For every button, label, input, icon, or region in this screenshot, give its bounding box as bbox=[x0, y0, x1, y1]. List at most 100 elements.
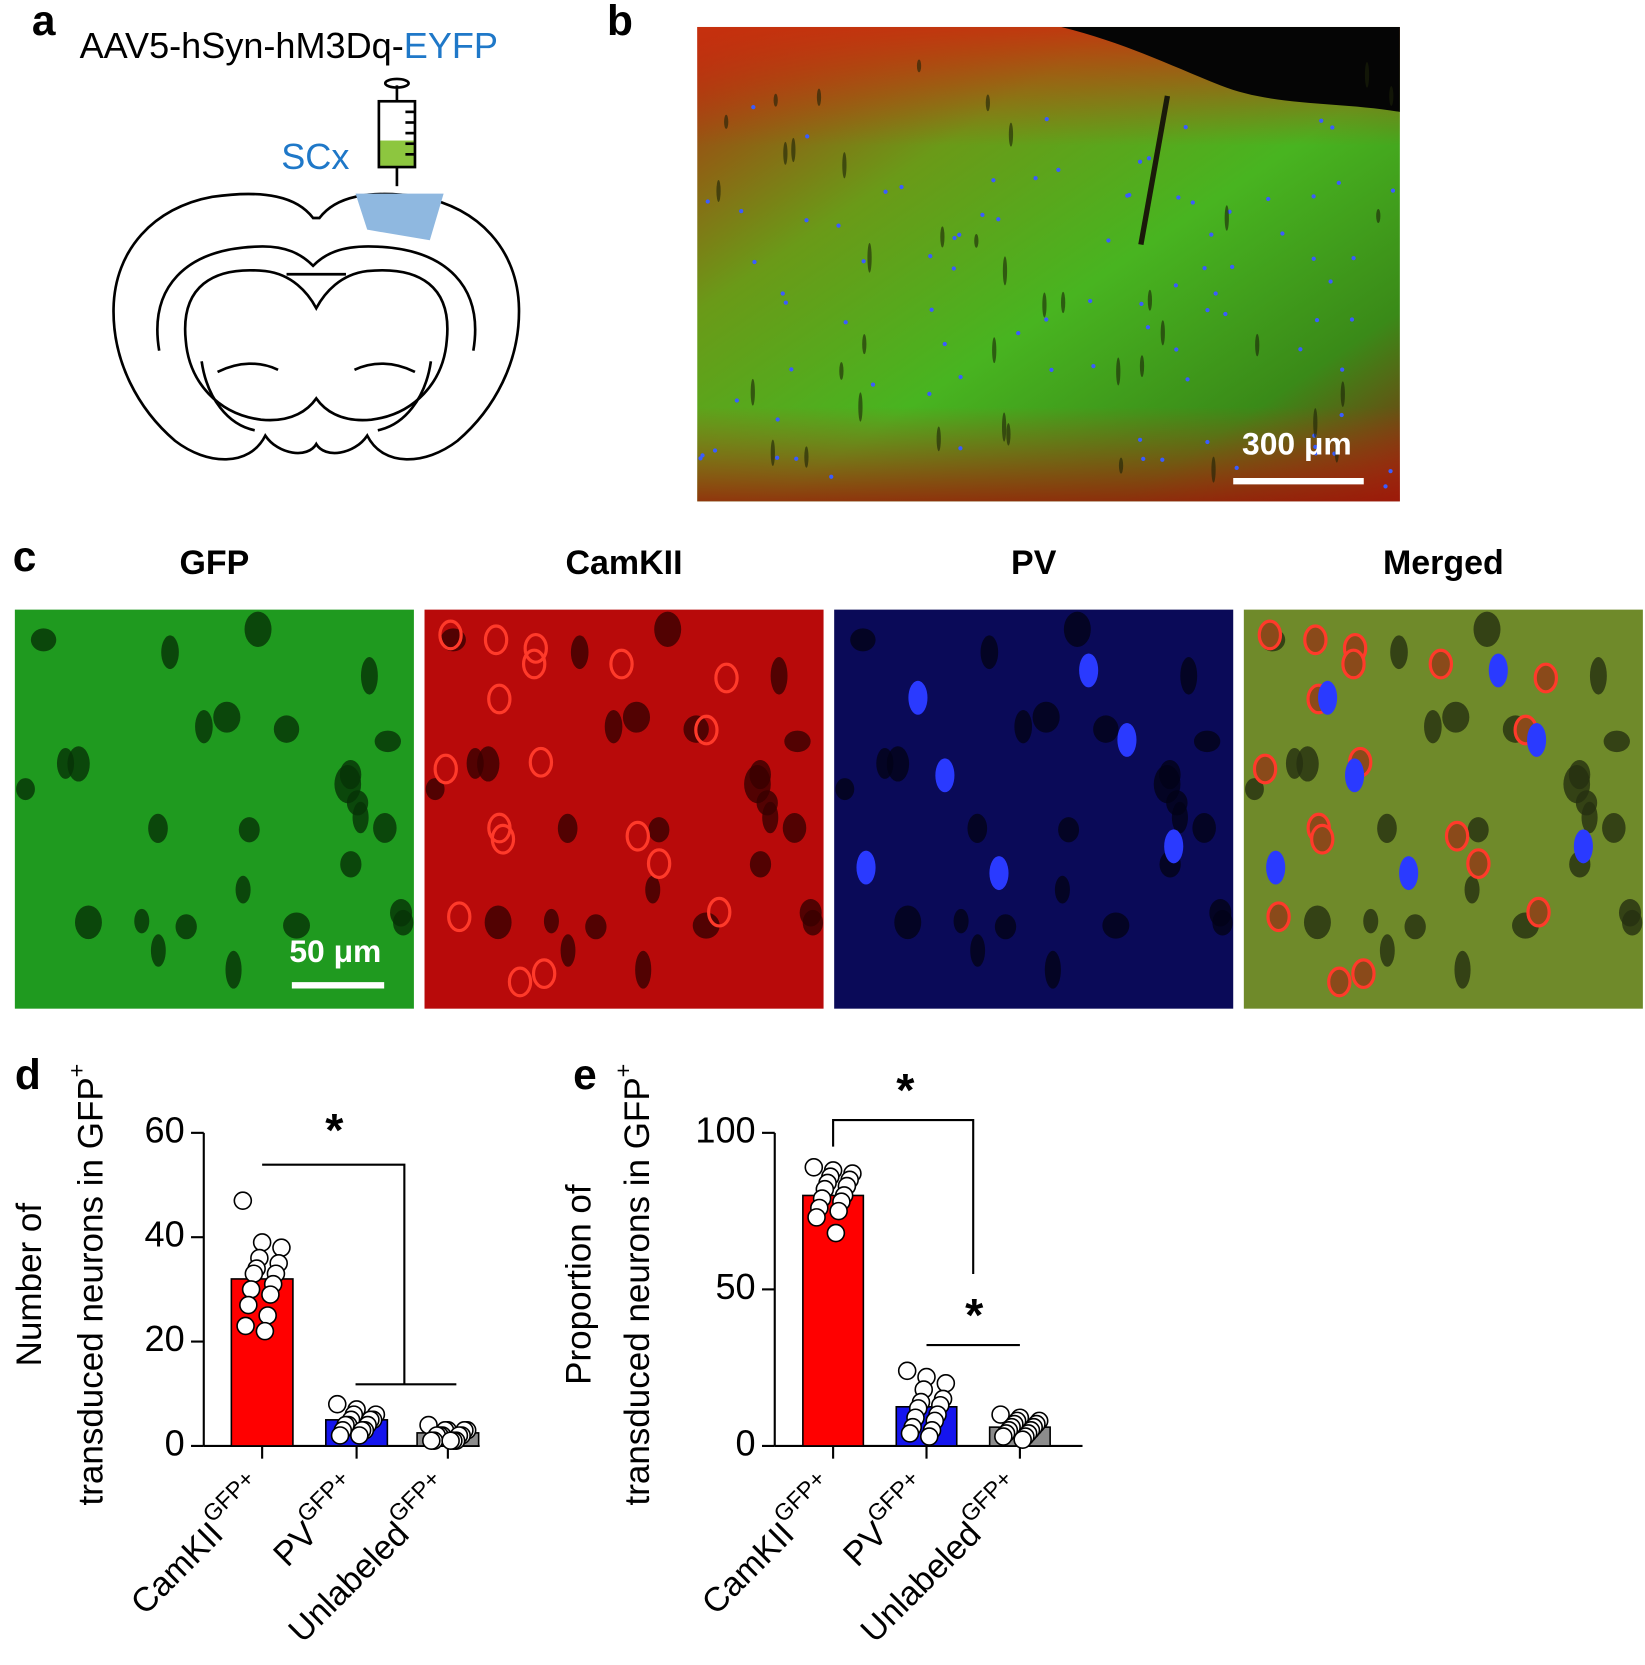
data-point bbox=[919, 1427, 939, 1446]
cell-shadow bbox=[373, 813, 397, 843]
nucleus bbox=[775, 455, 780, 460]
y-axis-label-text: transduced neurons in GFP bbox=[72, 1077, 111, 1505]
nucleus bbox=[1173, 283, 1178, 288]
vessel bbox=[867, 243, 872, 273]
cell-shadow bbox=[1424, 709, 1442, 744]
cell-shadow bbox=[1192, 813, 1216, 843]
nucleus bbox=[1205, 307, 1210, 313]
nucleus bbox=[1056, 167, 1061, 172]
nucleus bbox=[1146, 156, 1152, 161]
data-point bbox=[829, 1201, 848, 1221]
nucleus bbox=[1351, 256, 1356, 261]
nucleus bbox=[980, 212, 985, 218]
cell-shadow bbox=[56, 747, 75, 779]
vessel bbox=[770, 439, 775, 466]
cell-shadow bbox=[1575, 790, 1598, 816]
cell-shadow bbox=[346, 790, 369, 816]
nucleus bbox=[899, 184, 904, 190]
data-point bbox=[236, 1316, 255, 1336]
nucleus bbox=[1213, 291, 1218, 296]
data-point bbox=[255, 1321, 275, 1341]
reporter: EYFP bbox=[404, 25, 498, 66]
y-axis-label: Number of bbox=[10, 1203, 49, 1367]
nucleus bbox=[1336, 180, 1341, 185]
cell bbox=[483, 624, 509, 656]
nucleus bbox=[927, 391, 932, 397]
cell-shadow bbox=[799, 899, 822, 927]
nucleus bbox=[1160, 457, 1165, 462]
y-axis-label-sup: + bbox=[610, 1064, 636, 1078]
syringe bbox=[377, 77, 417, 187]
nucleus bbox=[698, 456, 703, 461]
significance-star: * bbox=[896, 1064, 915, 1116]
vessel bbox=[724, 114, 729, 129]
cell bbox=[523, 632, 548, 664]
nucleus bbox=[783, 300, 788, 305]
cell bbox=[1310, 823, 1335, 855]
cell bbox=[646, 848, 672, 880]
cell-shadow bbox=[886, 746, 910, 782]
vessel bbox=[940, 226, 945, 248]
cell-shadow bbox=[150, 934, 166, 967]
nucleus bbox=[958, 374, 963, 380]
cell-shadow bbox=[238, 817, 260, 843]
nucleus bbox=[804, 218, 809, 223]
cell-shadow bbox=[570, 635, 589, 670]
cell-shadow bbox=[425, 778, 445, 801]
cell bbox=[531, 958, 557, 990]
data-point bbox=[422, 1431, 441, 1450]
data-point bbox=[897, 1361, 917, 1381]
cell-shadow bbox=[1296, 746, 1319, 782]
cell-shadow bbox=[390, 899, 413, 927]
cell-shadow bbox=[876, 747, 894, 779]
cell-shadow bbox=[374, 730, 401, 753]
nucleus bbox=[751, 105, 756, 110]
nucleus bbox=[991, 178, 996, 183]
vessel bbox=[839, 362, 844, 380]
pv-cell bbox=[1117, 722, 1137, 757]
pv-cell bbox=[989, 856, 1009, 891]
category-sup: GFP+ bbox=[383, 1465, 445, 1527]
cell bbox=[1303, 624, 1328, 656]
nucleus bbox=[739, 208, 744, 214]
channel-images bbox=[14, 609, 1643, 1009]
cell bbox=[1327, 966, 1352, 998]
nucleus bbox=[1349, 317, 1355, 322]
pv-cell bbox=[1573, 829, 1593, 864]
nucleus bbox=[780, 291, 785, 296]
category: PV bbox=[836, 1515, 895, 1574]
cell-shadow bbox=[1454, 950, 1471, 989]
nucleus bbox=[752, 259, 757, 265]
cell-shadow bbox=[1303, 905, 1331, 940]
vessel bbox=[1139, 355, 1145, 378]
cell bbox=[1252, 753, 1278, 785]
cell-shadow bbox=[756, 790, 778, 816]
nucleus bbox=[1016, 330, 1021, 336]
significance-bracket bbox=[262, 1163, 406, 1385]
pv-cell bbox=[1527, 722, 1547, 757]
nucleus bbox=[843, 320, 848, 325]
data-point bbox=[241, 1280, 261, 1299]
category: CamKII bbox=[124, 1515, 231, 1622]
pv-cell bbox=[935, 758, 955, 793]
cell-shadow bbox=[1209, 899, 1232, 927]
y-tick-label: 0 bbox=[165, 1422, 185, 1463]
nucleus bbox=[1088, 298, 1093, 304]
pv-cell bbox=[908, 680, 928, 715]
vessel bbox=[1255, 333, 1260, 357]
cell-shadow bbox=[1603, 730, 1630, 753]
nucleus bbox=[1106, 238, 1111, 243]
y-tick-label: 20 bbox=[145, 1318, 185, 1359]
vessel bbox=[1340, 381, 1345, 408]
cell-shadow bbox=[894, 905, 922, 940]
nucleus bbox=[1313, 444, 1318, 449]
nucleus bbox=[794, 456, 799, 461]
cell-shadow bbox=[1058, 817, 1080, 843]
vessel bbox=[1006, 423, 1011, 446]
cell-shadow bbox=[645, 875, 661, 904]
nucleus bbox=[1339, 412, 1344, 418]
nucleus bbox=[1388, 469, 1393, 474]
y-axis-label-text: Proportion of bbox=[560, 1184, 599, 1385]
data-point bbox=[900, 1424, 920, 1443]
cell-shadow bbox=[1467, 817, 1489, 843]
